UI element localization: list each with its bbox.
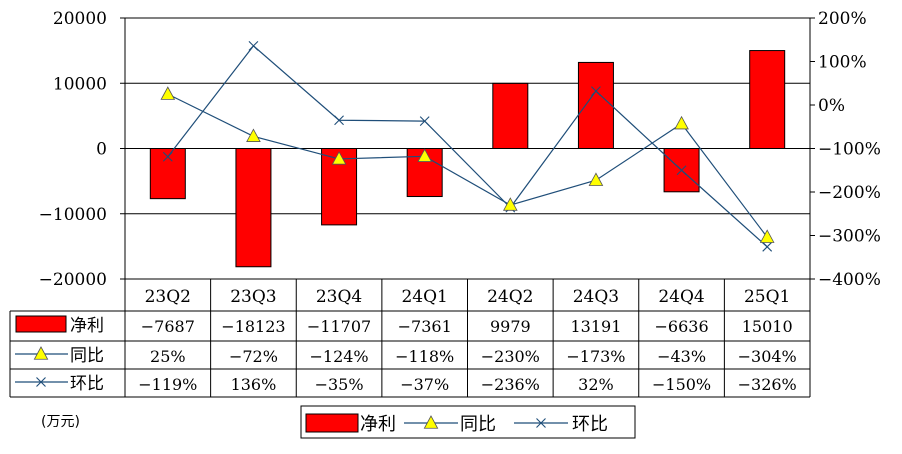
row-key-triangle-icon — [33, 346, 49, 360]
cell-1-24Q2: −230% — [481, 347, 540, 366]
cell-2-23Q3: 136% — [231, 375, 277, 394]
cell-1-24Q1: −118% — [395, 347, 454, 366]
legend-label-0: 净利 — [360, 414, 396, 435]
left-tick-label-0: 20000 — [53, 9, 107, 29]
cell-0-24Q4: −6636 — [655, 317, 709, 336]
right-axis-ticks: 200% 100% 0% −100% −200% −300% −400% — [810, 9, 881, 290]
row-label-1: 同比 — [70, 346, 104, 366]
line-series — [160, 40, 775, 252]
unit-label: (万元) — [41, 414, 80, 430]
category-label-23Q2: 23Q2 — [145, 287, 191, 307]
row-label-2: 环比 — [70, 374, 104, 394]
cell-0-24Q2: 9979 — [490, 317, 531, 336]
category-label-24Q4: 24Q4 — [658, 287, 704, 307]
cell-0-23Q4: −11707 — [307, 317, 371, 336]
marker-huanbi-23Q2 — [162, 151, 173, 162]
marker-huanbi-23Q4 — [334, 115, 344, 126]
category-label-25Q1: 25Q1 — [744, 287, 790, 307]
marker-huanbi-23Q3 — [248, 40, 259, 51]
category-label-24Q3: 24Q3 — [573, 287, 619, 307]
data-table: 23Q2 23Q3 23Q4 24Q1 24Q2 24Q3 24Q4 25Q1 净利 −7687 −… — [9, 278, 811, 398]
cell-0-23Q2: −7687 — [141, 317, 195, 336]
legend-label-1: 同比 — [460, 414, 496, 435]
left-tick-label-4: −20000 — [39, 270, 107, 290]
category-label-23Q4: 23Q4 — [316, 287, 362, 307]
legend: 净利 同比 环比 — [300, 405, 636, 439]
left-tick-label-3: −10000 — [39, 205, 107, 225]
bar-25Q1 — [749, 50, 786, 149]
marker-tongbi-23Q4 — [331, 151, 347, 165]
row-key-bar — [15, 315, 67, 333]
cell-1-24Q4: −43% — [657, 347, 706, 366]
line-tongbi — [167, 93, 768, 238]
marker-tongbi-24Q3 — [588, 172, 604, 186]
category-label-24Q2: 24Q2 — [487, 287, 533, 307]
cell-1-24Q3: −173% — [566, 347, 625, 366]
bar-23Q3 — [235, 148, 272, 268]
right-tick-label-2: 0% — [818, 96, 845, 116]
marker-tongbi-24Q4 — [674, 115, 689, 130]
cell-1-23Q2: 25% — [150, 347, 186, 366]
legend-key-bar — [305, 413, 359, 433]
marker-huanbi-25Q1 — [762, 241, 773, 252]
marker-huanbi-24Q1 — [419, 116, 430, 126]
cell-0-25Q1: 15010 — [742, 317, 793, 336]
right-tick-label-5: −300% — [818, 227, 881, 247]
cell-0-23Q3: −18123 — [221, 317, 285, 336]
marker-tongbi-23Q3 — [246, 128, 261, 142]
category-label-24Q1: 24Q1 — [401, 287, 447, 307]
row-key-x-icon — [36, 377, 46, 387]
bar-24Q3 — [577, 61, 614, 149]
line-huanbi — [167, 44, 768, 248]
left-tick-label-1: 10000 — [53, 74, 107, 94]
cell-1-23Q3: −72% — [229, 347, 278, 366]
left-axis-ticks: 20000 10000 0 −10000 −20000 — [39, 9, 125, 290]
marker-tongbi-23Q2 — [160, 86, 176, 100]
cell-1-25Q1: −304% — [738, 347, 797, 366]
category-label-23Q3: 23Q3 — [230, 287, 276, 307]
cell-2-24Q4: −150% — [652, 375, 711, 394]
legend-x-icon — [536, 418, 546, 428]
gridlines — [125, 17, 810, 280]
cell-1-23Q4: −124% — [309, 347, 368, 366]
cell-0-24Q1: −7361 — [398, 317, 452, 336]
cell-2-24Q2: −236% — [481, 375, 540, 394]
legend-label-2: 环比 — [572, 414, 608, 435]
right-tick-label-0: 200% — [818, 9, 867, 29]
row-label-0: 净利 — [70, 316, 104, 336]
cell-0-24Q3: 13191 — [570, 317, 621, 336]
right-tick-label-6: −400% — [818, 270, 881, 290]
right-tick-label-1: 100% — [818, 53, 867, 73]
legend-triangle-icon — [423, 415, 439, 429]
marker-huanbi-24Q3 — [591, 86, 601, 96]
marker-huanbi-24Q4 — [676, 165, 687, 176]
cell-2-24Q1: −37% — [400, 375, 449, 394]
marker-tongbi-24Q2 — [502, 197, 518, 211]
right-tick-label-3: −100% — [818, 140, 881, 160]
bar-24Q2 — [492, 82, 529, 149]
right-tick-label-4: −200% — [818, 183, 881, 203]
bar-series — [149, 50, 786, 268]
left-tick-label-2: 0 — [96, 140, 107, 160]
cell-2-24Q3: 32% — [578, 375, 614, 394]
cell-2-23Q4: −35% — [315, 375, 364, 394]
cell-2-23Q2: −119% — [138, 375, 197, 394]
cell-2-25Q1: −326% — [738, 375, 797, 394]
marker-tongbi-25Q1 — [759, 229, 775, 243]
marker-tongbi-24Q1 — [417, 148, 433, 162]
